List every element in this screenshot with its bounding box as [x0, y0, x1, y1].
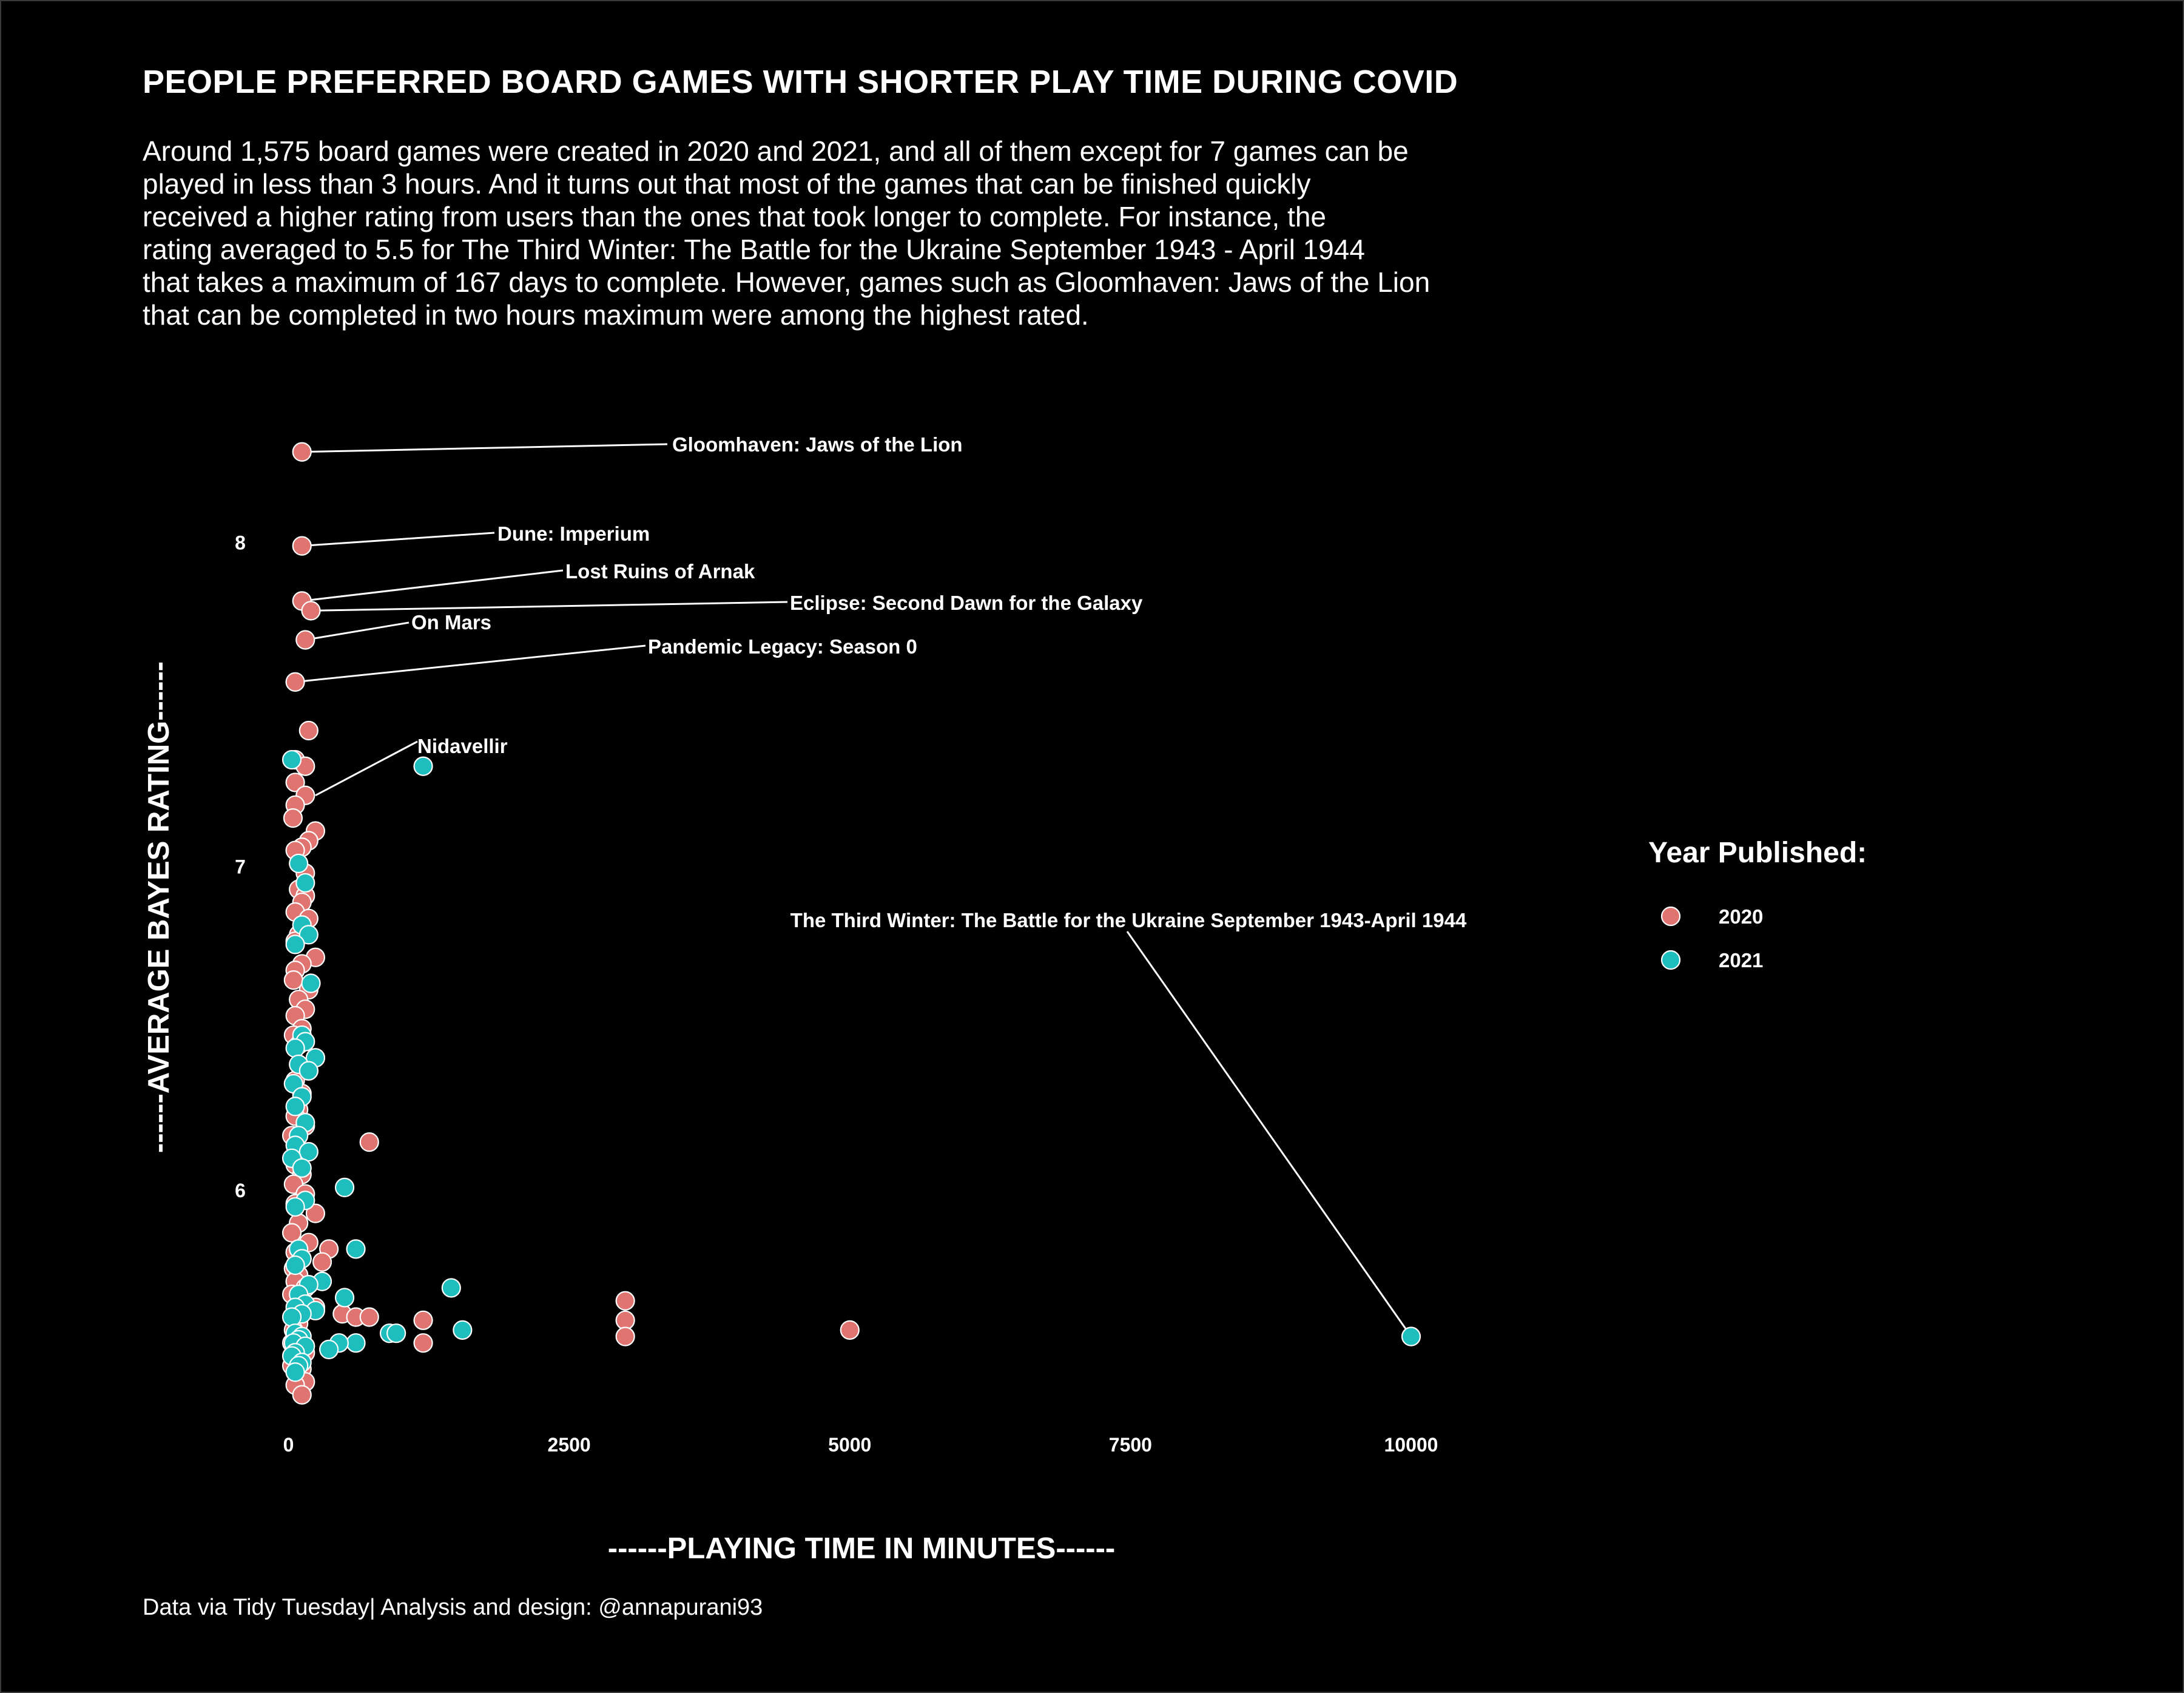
axis-ticks: 0 2500 5000 7500 10000 6 7 8	[235, 532, 1438, 1456]
subtitle-line: played in less than 3 hours. And it turn…	[143, 168, 1311, 200]
data-point-2021	[441, 1278, 461, 1298]
data-point-2021	[334, 1177, 355, 1197]
legend-label: 2020	[1719, 905, 1763, 928]
annotation-label: Gloomhaven: Jaws of the Lion	[672, 433, 963, 456]
subtitle-line: Around 1,575 board games were created in…	[143, 135, 1409, 167]
annotation-line	[302, 532, 495, 547]
data-point-2020	[281, 1223, 302, 1243]
annotation-label: The Third Winter: The Battle for the Ukr…	[790, 909, 1467, 931]
data-point-2020	[615, 1310, 635, 1330]
x-tick-label: 2500	[548, 1434, 591, 1456]
data-point-2021	[285, 1038, 305, 1058]
chart-title: PEOPLE PREFERRED BOARD GAMES WITH SHORTE…	[143, 64, 1458, 100]
subtitle-line: rating averaged to 5.5 for The Third Win…	[143, 234, 1365, 265]
annotation-label: On Mars	[411, 611, 491, 634]
data-point-2021	[1401, 1326, 1421, 1347]
y-tick-label: 6	[235, 1180, 246, 1201]
x-tick-label: 10000	[1384, 1434, 1438, 1456]
annotation-line	[311, 601, 788, 612]
annotation-label: Pandemic Legacy: Season 0	[648, 635, 917, 658]
data-point-2021	[281, 749, 302, 770]
data-point-2021	[292, 1158, 312, 1178]
data-point-2020	[615, 1291, 635, 1311]
legend-key-2021	[1660, 950, 1681, 970]
data-point-2021	[346, 1333, 366, 1353]
x-axis-label: ------PLAYING TIME IN MINUTES------	[607, 1532, 1116, 1565]
x-tick-label: 0	[283, 1434, 294, 1456]
data-point-2020	[312, 1252, 332, 1272]
annotation-line	[1126, 931, 1412, 1337]
data-point-2020	[292, 1385, 312, 1405]
data-point-2021	[285, 934, 305, 955]
data-point-2021	[334, 1288, 355, 1308]
data-point-2020	[840, 1320, 860, 1340]
data-point-2021	[285, 1255, 305, 1276]
data-point-2021	[298, 925, 318, 945]
subtitle-line: received a higher rating from users than…	[143, 201, 1326, 232]
data-point-2021	[285, 1362, 305, 1382]
annotation-label: Dune: Imperium	[497, 522, 650, 545]
data-point-2021	[453, 1320, 473, 1340]
data-point-2020	[359, 1132, 379, 1152]
data-point-2020	[292, 536, 312, 556]
data-point-2020	[615, 1326, 635, 1347]
data-point-2020	[413, 1310, 433, 1330]
annotation-line	[295, 644, 646, 683]
data-point-2020	[292, 442, 312, 462]
chart-subtitle: Around 1,575 board games were created in…	[143, 135, 1599, 331]
annotation-label: Eclipse: Second Dawn for the Galaxy	[790, 592, 1143, 614]
data-point-2020	[305, 1203, 326, 1223]
annotation-line	[315, 740, 418, 797]
y-tick-label: 8	[235, 532, 246, 553]
annotation-line	[302, 443, 668, 453]
annotation-label: Nidavellir	[417, 735, 508, 757]
data-point-2021	[285, 1097, 305, 1117]
annotation-lines	[295, 443, 1412, 1337]
data-point-2021	[295, 873, 315, 893]
annotation-line	[305, 621, 410, 641]
data-point-2020	[298, 720, 318, 741]
y-axis-label: ------AVERAGE BAYES RATING------	[143, 661, 175, 1154]
legend-label: 2021	[1719, 949, 1763, 972]
data-points	[281, 442, 1421, 1405]
data-point-2021	[301, 973, 321, 993]
data-point-2021	[346, 1239, 366, 1259]
data-point-2020	[283, 808, 303, 828]
data-point-2021	[298, 1142, 318, 1162]
data-point-2020	[301, 601, 321, 621]
subtitle-line: that takes a maximum of 167 days to comp…	[143, 266, 1431, 298]
data-point-2021	[289, 853, 309, 874]
data-point-2021	[298, 1061, 318, 1081]
data-point-2021	[413, 756, 433, 776]
data-point-2020	[285, 672, 305, 692]
chart-caption: Data via Tidy Tuesday| Analysis and desi…	[143, 1595, 763, 1620]
data-point-2020	[413, 1333, 433, 1353]
data-point-2021	[281, 1307, 302, 1327]
data-point-2021	[319, 1339, 339, 1359]
data-point-2020	[359, 1307, 379, 1327]
legend-title: Year Published:	[1648, 837, 1867, 869]
annotation-label: Lost Ruins of Arnak	[565, 560, 755, 583]
data-point-2020	[295, 630, 315, 650]
subtitle-line: that can be completed in two hours maxim…	[143, 299, 1089, 331]
data-point-2021	[285, 1197, 305, 1217]
annotation-line	[302, 569, 564, 602]
x-tick-label: 5000	[828, 1434, 871, 1456]
x-tick-label: 7500	[1109, 1434, 1152, 1456]
annotation-labels: Gloomhaven: Jaws of the Lion Dune: Imperi…	[411, 433, 1467, 931]
data-point-2021	[386, 1323, 406, 1343]
legend-key-2020	[1660, 906, 1681, 927]
legend: 2020 2021	[1660, 905, 1763, 972]
y-tick-label: 7	[235, 856, 246, 877]
data-point-2020	[285, 772, 305, 792]
